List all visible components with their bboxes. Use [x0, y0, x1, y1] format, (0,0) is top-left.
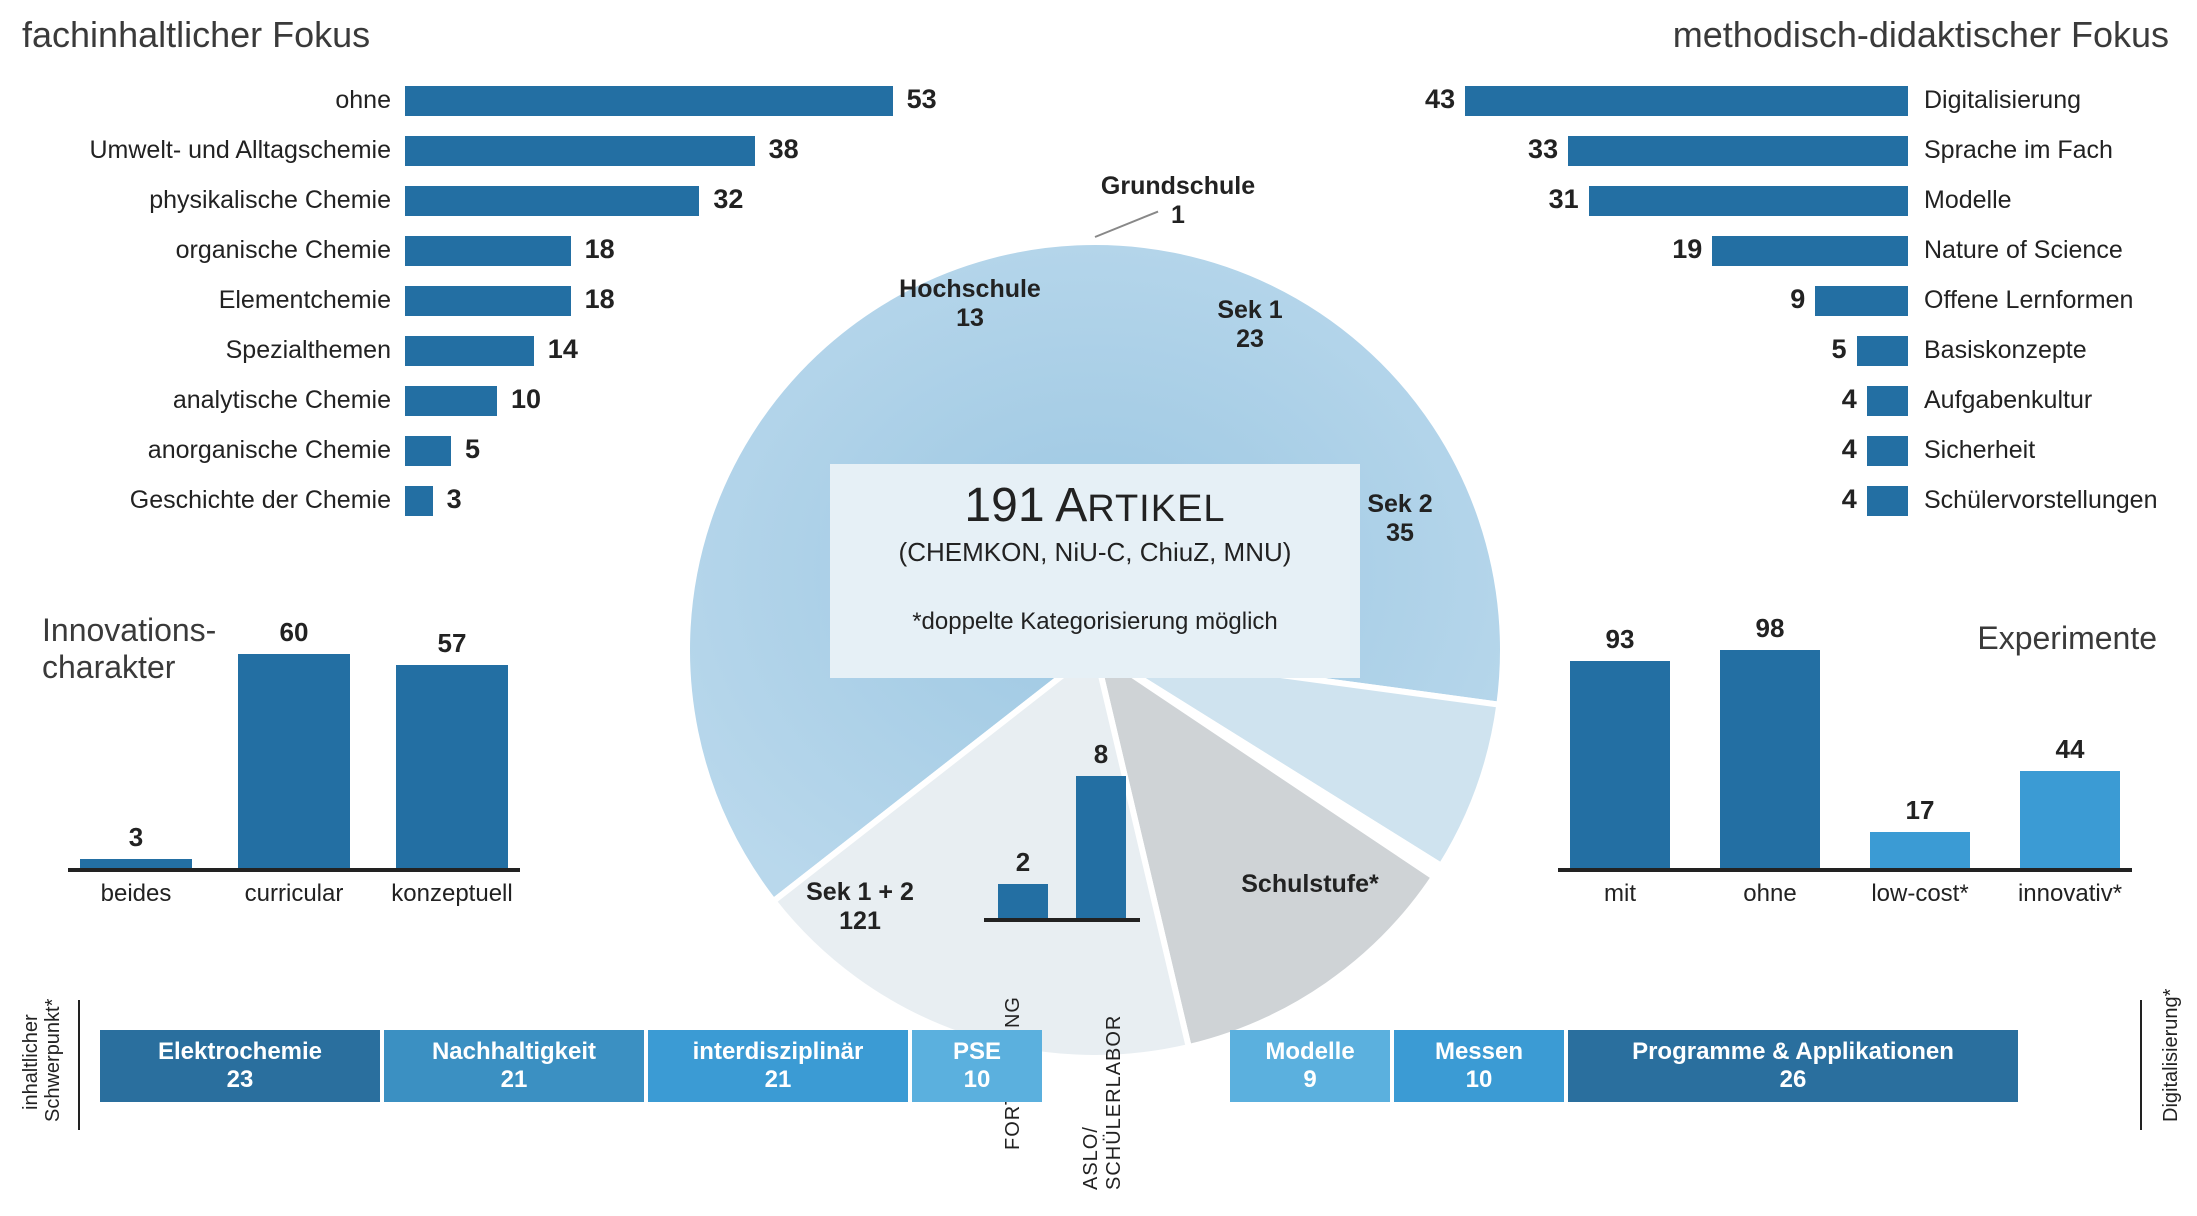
right-bar-value: 4	[1813, 434, 1857, 465]
right-bar-label: Sprache im Fach	[1924, 136, 2113, 165]
right-bar-row: 43 Digitalisierung	[0, 84, 2197, 118]
bottom-segment: PSE10	[912, 1030, 1042, 1102]
right-bar-row: 5 Basiskonzepte	[0, 334, 2197, 368]
center-footnote: *doppelte Kategorisierung möglich	[830, 608, 1360, 636]
right-bar-value: 4	[1813, 384, 1857, 415]
bottom-left-label: inhaltlicher Schwerpunkt*	[20, 1002, 64, 1122]
right-bar	[1867, 486, 1908, 516]
bottom-segment: Programme & Applikationen26	[1568, 1030, 2018, 1102]
right-bar	[1867, 436, 1908, 466]
bottom-segment: interdisziplinär21	[648, 1030, 908, 1102]
bottom-segment: Nachhaltigkeit21	[384, 1030, 644, 1102]
vbar	[1570, 661, 1670, 870]
right-bar-value: 33	[1514, 134, 1558, 165]
right-bar-label: Offene Lernformen	[1924, 286, 2133, 315]
pie-label-hochschule: Hochschule 13	[870, 275, 1070, 333]
center-count: 191	[964, 479, 1044, 532]
right-bar-label: Schülervorstellungen	[1924, 486, 2157, 515]
center-info-box: 191 ARTIKEL (CHEMKON, NiU-C, ChiuZ, MNU)…	[830, 464, 1360, 678]
right-bar-value: 5	[1803, 334, 1847, 365]
vbar-value: 93	[1560, 624, 1680, 655]
bottom-left-bracket	[78, 1000, 80, 1130]
bottom-right-label: Digitalisierung*	[2160, 1002, 2183, 1122]
pie-label-sek12: Sek 1 + 2 121	[770, 878, 950, 936]
pie-label-grundschule: Grundschule 1	[1088, 172, 1268, 230]
vbar-label: beides	[50, 880, 222, 908]
right-bar	[1568, 136, 1908, 166]
mini-vbar	[998, 884, 1048, 920]
right-bar-label: Basiskonzepte	[1924, 336, 2087, 365]
vbar-value: 17	[1860, 795, 1980, 826]
right-bar-label: Modelle	[1924, 186, 2012, 215]
vbar-value: 57	[386, 628, 518, 659]
right-bar-label: Sicherheit	[1924, 436, 2035, 465]
right-bar	[1815, 286, 1908, 316]
pie-label-sek1: Sek 1 23	[1180, 296, 1320, 354]
innov-bar-chart: 3beides60curricular57konzeptuell	[80, 630, 580, 900]
mini-vbar	[1076, 776, 1126, 920]
right-bar-value: 31	[1535, 184, 1579, 215]
bottom-segment-bar: Elektrochemie23Nachhaltigkeit21interdisz…	[100, 1030, 2120, 1102]
vbar-axis	[1558, 868, 2132, 872]
bottom-right-bracket	[2140, 1000, 2142, 1130]
vbar-value: 44	[2010, 734, 2130, 765]
vbar-label: low-cost*	[1840, 880, 2000, 908]
center-sources: (CHEMKON, NiU-C, ChiuZ, MNU)	[830, 537, 1360, 568]
right-bar-row: 19 Nature of Science	[0, 234, 2197, 268]
vbar-label: curricular	[208, 880, 380, 908]
infographic-stage: fachinhaltlicher Fokus methodisch-didakt…	[0, 0, 2197, 1216]
vbar-value: 60	[228, 617, 360, 648]
right-bar-row: 9 Offene Lernformen	[0, 284, 2197, 318]
mini-bar-chart: 28	[998, 740, 1178, 930]
right-bar	[1857, 336, 1909, 366]
vbar	[1720, 650, 1820, 871]
vbar	[238, 654, 350, 870]
vbar	[396, 665, 508, 870]
vbar	[2020, 771, 2120, 870]
right-bar-row: 33 Sprache im Fach	[0, 134, 2197, 168]
right-bar-label: Nature of Science	[1924, 236, 2123, 265]
right-bar-value: 19	[1658, 234, 1702, 265]
right-bar-label: Aufgabenkultur	[1924, 386, 2092, 415]
right-bar	[1712, 236, 1908, 266]
vbar-label: innovativ*	[1990, 880, 2150, 908]
vbar-axis	[68, 868, 520, 872]
vbar-label: konzeptuell	[366, 880, 538, 908]
right-bar-value: 4	[1813, 484, 1857, 515]
vbar-value: 3	[70, 822, 202, 853]
bottom-segment: Elektrochemie23	[100, 1030, 380, 1102]
vbar	[1870, 832, 1970, 870]
vbar-value: 98	[1710, 613, 1830, 644]
right-bar-row: 4 Sicherheit	[0, 434, 2197, 468]
right-bar	[1465, 86, 1908, 116]
pie-label-schulstufe: Schulstufe*	[1210, 870, 1410, 899]
mini-axis	[984, 918, 1140, 922]
right-bar	[1867, 386, 1908, 416]
exper-bar-chart: 93mit98ohne17low-cost*44innovativ*	[1570, 630, 2180, 900]
vbar-label: ohne	[1690, 880, 1850, 908]
mini-vbar-value: 2	[988, 847, 1058, 878]
right-bar-value: 9	[1761, 284, 1805, 315]
vbar-label: mit	[1540, 880, 1700, 908]
bottom-segment: Messen10	[1394, 1030, 1564, 1102]
title-right: methodisch-didaktischer Fokus	[1673, 14, 2169, 56]
title-left: fachinhaltlicher Fokus	[22, 14, 370, 56]
right-bar-value: 43	[1411, 84, 1455, 115]
right-bar-row: 4 Aufgabenkultur	[0, 384, 2197, 418]
bottom-segment: Modelle9	[1230, 1030, 1390, 1102]
mini-vbar-value: 8	[1066, 739, 1136, 770]
right-bar-label: Digitalisierung	[1924, 86, 2081, 115]
right-bar	[1589, 186, 1908, 216]
